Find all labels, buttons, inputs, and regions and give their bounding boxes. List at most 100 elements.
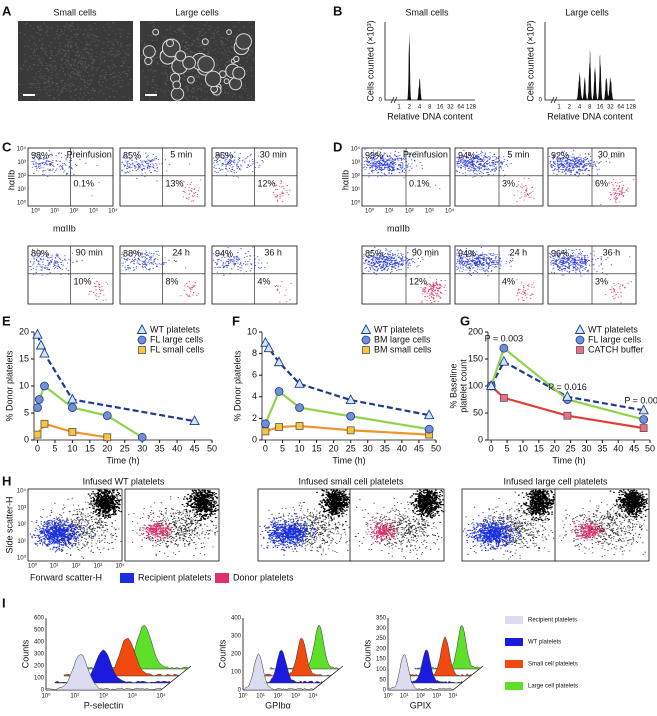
x-tick-label: 45	[414, 443, 424, 453]
y-tick-label: 250	[376, 636, 387, 642]
x-tick-label: 15	[312, 443, 322, 453]
legend-label: BM large cells	[374, 334, 431, 344]
y-label: Counts	[217, 639, 227, 668]
upper-percent: 96%	[551, 248, 569, 258]
marker	[136, 324, 148, 334]
donor-events	[272, 180, 291, 203]
y-label: Cells counted (×10³)	[525, 20, 535, 101]
x-tick-label: 10²	[99, 694, 108, 700]
marker	[639, 415, 649, 424]
plot-title: 24 h	[510, 247, 528, 257]
x-tick-label: 10¹	[400, 694, 409, 700]
recipient-events	[362, 247, 431, 277]
x-tick-label: 10⁴	[445, 208, 455, 215]
x-tick-label: 10⁴	[115, 563, 125, 570]
legend-label: CATCH buffer	[588, 344, 644, 354]
y-tick-label: 10⁴	[351, 146, 361, 153]
recipient-events	[548, 149, 613, 177]
y-tick-label: 150	[468, 353, 483, 363]
donor-events	[571, 517, 611, 547]
x-label: P-selectin	[84, 700, 124, 710]
y-tick-label: 100	[376, 667, 387, 673]
x-tick-label: 10⁰	[28, 563, 38, 570]
lower-percent: 12%	[258, 178, 276, 188]
y-tick-label: 10¹	[17, 187, 26, 193]
y-tick-label: 0	[24, 434, 29, 444]
x-tick-label: 50	[645, 443, 655, 453]
legend-swatch	[505, 660, 523, 668]
lower-percent: 0.1%	[409, 178, 430, 188]
x-tick-label: 10⁴	[156, 693, 166, 700]
y-tick-label: 100	[34, 676, 45, 682]
cell	[144, 56, 153, 66]
marker	[67, 403, 77, 413]
marker	[35, 339, 47, 350]
events	[609, 489, 649, 521]
x-tick-label: 10²	[416, 694, 425, 700]
x-tick-label: 64	[617, 105, 624, 111]
x-tick-label: 5	[505, 443, 510, 453]
x-tick-label: 45	[629, 443, 639, 453]
marker	[575, 335, 585, 345]
lower-percent: 8%	[166, 276, 179, 286]
legend-label: BM small cells	[374, 344, 432, 354]
x-tick-label: 10⁰	[238, 693, 248, 700]
y-tick-label: 10⁰	[351, 200, 361, 207]
x-tick-label: 10¹	[50, 209, 59, 215]
cell	[172, 80, 182, 90]
panel-label: F	[232, 313, 240, 328]
x-tick-label: 10²	[70, 209, 79, 215]
axis	[384, 22, 475, 101]
y-tick-label: 150	[376, 657, 387, 663]
legend-swatch	[505, 638, 523, 646]
x-tick-label: 10³	[128, 694, 137, 700]
series-line	[490, 360, 644, 412]
marker	[261, 427, 270, 436]
donor-events	[274, 281, 292, 303]
image-title: Infused small cell platelets	[298, 476, 404, 486]
y-label: Counts	[20, 639, 30, 668]
legend-label: WT platelets	[588, 324, 638, 334]
panel-label: C	[2, 139, 12, 154]
x-label: GPIX	[410, 700, 432, 710]
series-line	[36, 384, 143, 439]
y-tick-label: 10¹	[351, 187, 360, 193]
x-tick-label: 25	[346, 443, 356, 453]
donor-events	[91, 182, 100, 197]
x-tick-label: 128	[466, 105, 477, 111]
x-tick-label: 10⁴	[448, 693, 458, 700]
marker	[39, 347, 50, 358]
recipient-events	[31, 150, 98, 177]
legend-label: WT platelets	[150, 324, 200, 334]
y-tick-label: 300	[376, 626, 387, 632]
series-line	[490, 385, 644, 430]
histogram	[404, 30, 466, 100]
y-tick-label: 400	[231, 616, 242, 622]
y-tick-label: 50	[379, 677, 386, 683]
x-tick-label: 10¹	[256, 694, 265, 700]
donor-events	[429, 184, 441, 190]
annotation: P = 0.007	[624, 396, 657, 406]
x-tick-label: 10⁰	[365, 208, 375, 215]
upper-percent: 85%	[365, 248, 383, 258]
y-label: Side scatter-H	[4, 496, 14, 553]
hist-title: Large cells	[565, 7, 609, 17]
marker	[68, 427, 77, 436]
x-tick-label: 20	[329, 443, 339, 453]
x-tick-label: 1	[557, 105, 561, 111]
y-tick-label: 0	[252, 434, 257, 444]
plot-title: 24 h	[172, 247, 190, 257]
x-tick-label: 5	[280, 443, 285, 453]
x-tick-label: 35	[155, 443, 165, 453]
marker	[423, 409, 435, 420]
marker	[574, 324, 586, 334]
marker	[361, 335, 371, 345]
panel-label: D	[333, 139, 342, 154]
y-tick-label: 200	[34, 664, 45, 670]
donor-events	[366, 515, 398, 544]
marker	[274, 386, 284, 396]
cell	[229, 77, 243, 91]
marker	[137, 335, 147, 345]
marker	[563, 411, 572, 420]
axis-break	[390, 96, 398, 104]
